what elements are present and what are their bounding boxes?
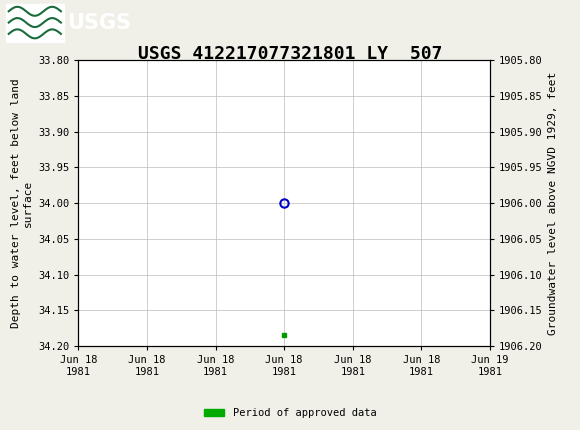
Legend: Period of approved data: Period of approved data: [200, 404, 380, 423]
FancyBboxPatch shape: [6, 3, 64, 42]
Y-axis label: Groundwater level above NGVD 1929, feet: Groundwater level above NGVD 1929, feet: [549, 71, 559, 335]
Text: USGS: USGS: [67, 12, 130, 33]
Text: USGS 412217077321801 LY  507: USGS 412217077321801 LY 507: [138, 45, 442, 63]
Y-axis label: Depth to water level, feet below land
surface: Depth to water level, feet below land su…: [11, 78, 32, 328]
